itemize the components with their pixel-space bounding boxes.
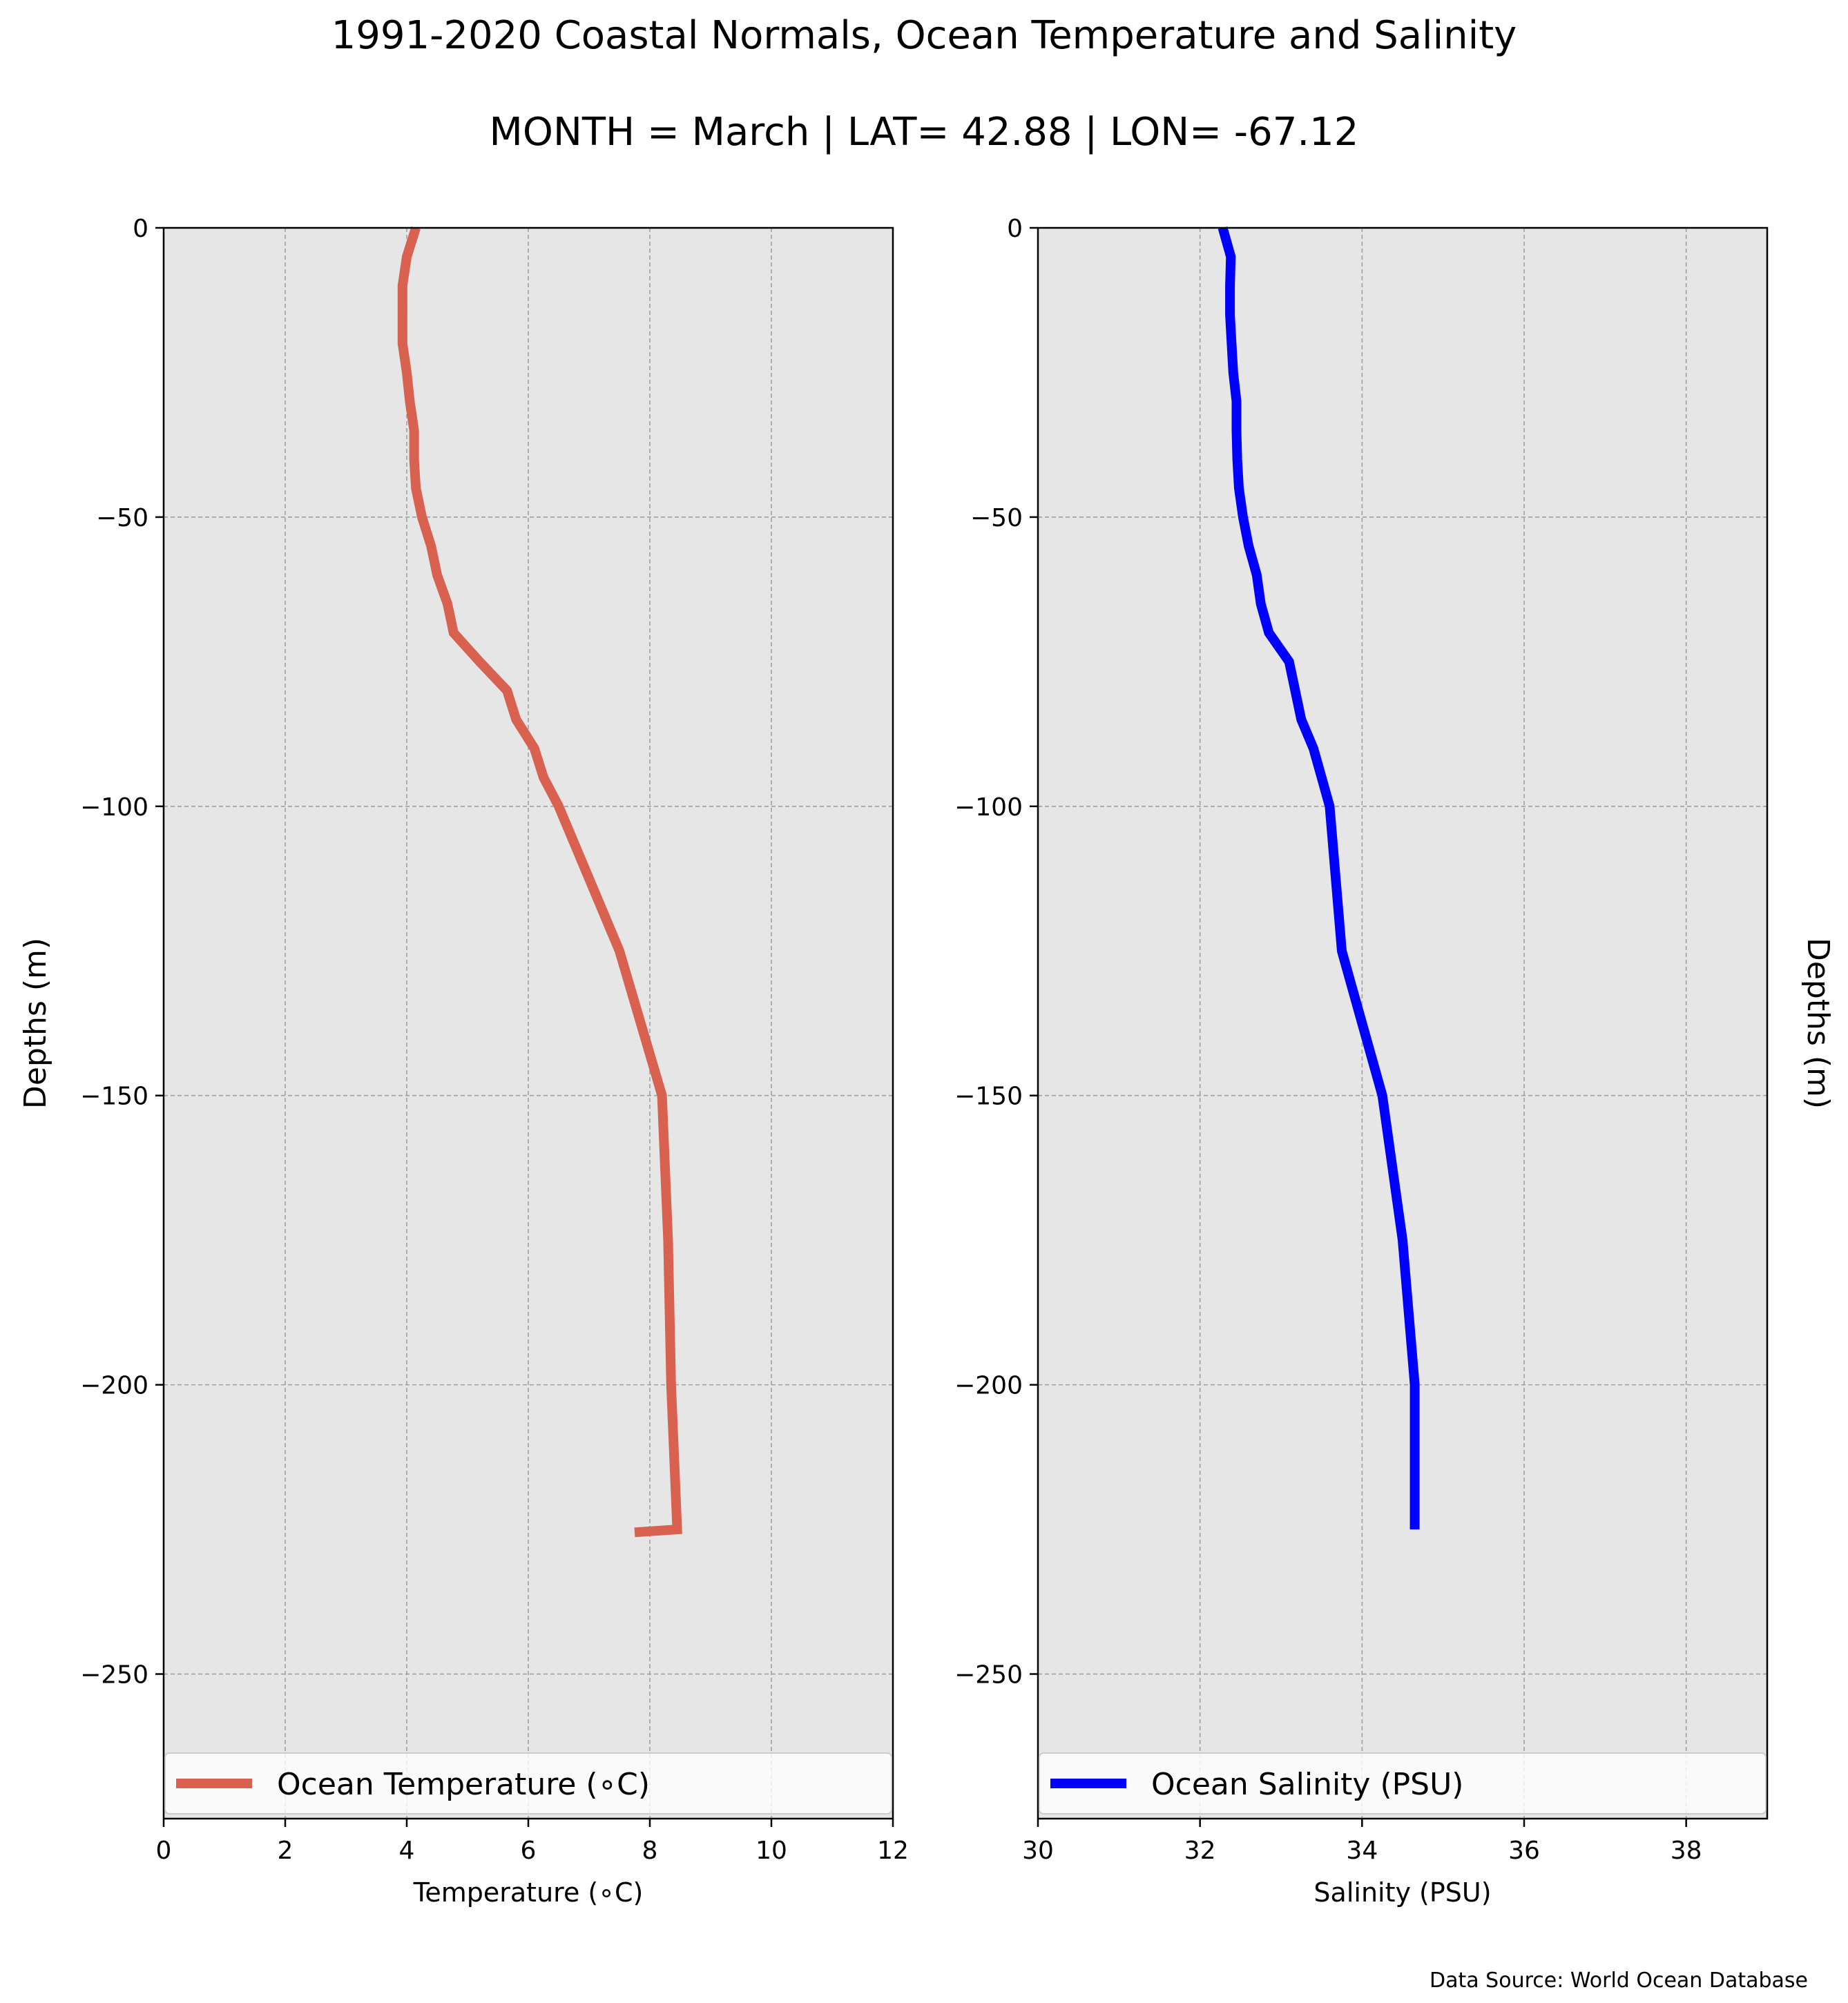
series-line xyxy=(1217,226,1420,1530)
x-tick-label: 0 xyxy=(156,1837,172,1865)
x-tick-label: 8 xyxy=(642,1837,658,1865)
y-tick-label: −100 xyxy=(80,793,148,822)
legend: Ocean Temperature (∘C) xyxy=(164,1752,892,1815)
x-tick-label: 32 xyxy=(1184,1837,1216,1865)
legend-box xyxy=(164,1752,892,1815)
axes-frame xyxy=(1037,226,1769,1820)
x-tick-label: 30 xyxy=(1022,1837,1054,1865)
y-tick-label: −50 xyxy=(96,504,148,532)
y-tick-label: 0 xyxy=(133,215,148,243)
y-tick-label: −250 xyxy=(80,1661,148,1690)
salinity-panel: 30 32 34 36 38 0 −50 −100 −150 −200 −250 Salinity (… xyxy=(954,215,1836,1908)
y-tick-label: −200 xyxy=(80,1372,148,1400)
x-tick-label: 6 xyxy=(521,1837,537,1865)
y-tick-label: −200 xyxy=(954,1372,1023,1400)
y-tick-label: −150 xyxy=(954,1083,1023,1111)
y-axis-label-right: Depths (m) xyxy=(1800,938,1836,1109)
temperature-panel: 0 2 4 6 8 10 12 0 −50 −100 −150 −200 −250 Temperature… xyxy=(18,215,909,1908)
x-tick-label: 36 xyxy=(1508,1837,1540,1865)
x-axis-label: Temperature (∘C) xyxy=(413,1877,644,1908)
y-tick-label: −100 xyxy=(954,793,1023,822)
y-tick-label: −150 xyxy=(80,1083,148,1111)
figure-subtitle: MONTH = March | LAT= 42.88 | LON= -67.12 xyxy=(490,110,1359,155)
y-tick-label: −250 xyxy=(954,1661,1023,1690)
data-source-note: Data Source: World Ocean Database xyxy=(1430,1968,1808,1993)
plot-area xyxy=(1038,228,1767,1819)
x-tick-label: 38 xyxy=(1671,1837,1702,1865)
figure-title: 1991-2020 Coastal Normals, Ocean Tempera… xyxy=(331,13,1517,58)
x-tick-label: 10 xyxy=(755,1837,787,1865)
y-tick-label: 0 xyxy=(1007,215,1023,243)
x-tick-label: 4 xyxy=(399,1837,415,1865)
y-axis-label: Depths (m) xyxy=(18,938,53,1109)
x-tick-label: 34 xyxy=(1346,1837,1378,1865)
legend-label: Ocean Salinity (PSU) xyxy=(1151,1767,1463,1802)
x-tick-label: 12 xyxy=(877,1837,909,1865)
series-line xyxy=(397,226,682,1538)
legend-label: Ocean Temperature (∘C) xyxy=(277,1767,650,1802)
y-tick-label: −50 xyxy=(970,504,1023,532)
legend: Ocean Salinity (PSU) xyxy=(1039,1752,1767,1815)
x-axis-label: Salinity (PSU) xyxy=(1313,1877,1491,1908)
x-tick-label: 2 xyxy=(278,1837,293,1865)
legend-box xyxy=(1039,1752,1767,1815)
